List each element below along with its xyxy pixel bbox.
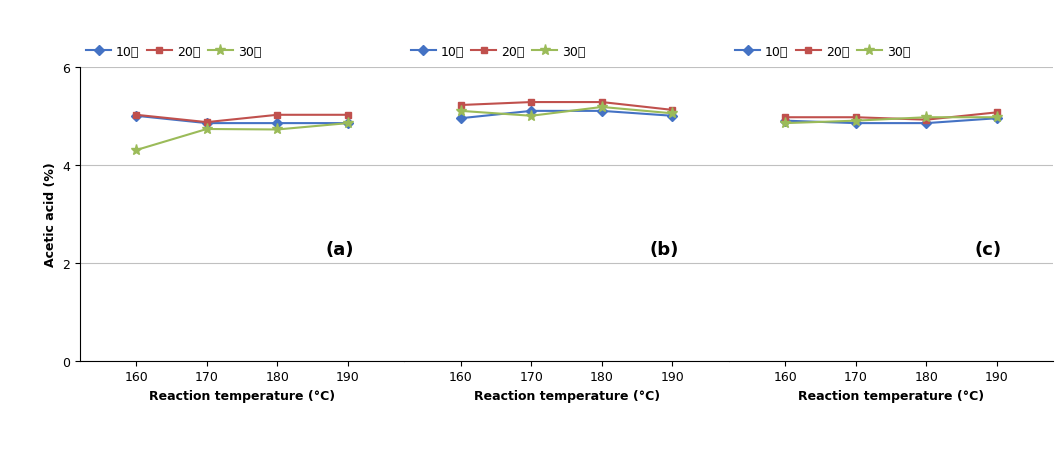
30분 bbox=[596, 105, 609, 110]
X-axis label: Reaction temperature (°C): Reaction temperature (°C) bbox=[798, 389, 984, 402]
10분 bbox=[342, 121, 354, 127]
20분 bbox=[596, 100, 609, 106]
Line: 20분: 20분 bbox=[133, 112, 351, 126]
10분 bbox=[596, 109, 609, 115]
30분 bbox=[849, 119, 862, 124]
20분 bbox=[920, 118, 933, 123]
10분 bbox=[779, 119, 792, 124]
10분 bbox=[991, 116, 1003, 122]
Line: 10분: 10분 bbox=[458, 108, 676, 122]
10분 bbox=[849, 121, 862, 127]
Line: 10분: 10분 bbox=[133, 113, 351, 127]
Text: (a): (a) bbox=[326, 240, 353, 258]
10분 bbox=[525, 109, 537, 115]
10분 bbox=[454, 116, 467, 122]
30분 bbox=[920, 115, 933, 121]
30분 bbox=[991, 115, 1003, 121]
Legend: 10분, 20분, 30분: 10분, 20분, 30분 bbox=[735, 46, 910, 59]
20분 bbox=[991, 110, 1003, 116]
10분 bbox=[200, 121, 213, 127]
Line: 30분: 30분 bbox=[131, 118, 353, 156]
20분 bbox=[130, 113, 143, 118]
Line: 30분: 30분 bbox=[780, 112, 1002, 129]
10분 bbox=[666, 114, 679, 119]
Line: 20분: 20분 bbox=[458, 99, 676, 114]
30분 bbox=[130, 148, 143, 153]
30분 bbox=[271, 128, 284, 133]
20분 bbox=[849, 115, 862, 121]
20분 bbox=[779, 115, 792, 121]
10분 bbox=[271, 121, 284, 127]
30분 bbox=[200, 127, 213, 133]
X-axis label: Reaction temperature (°C): Reaction temperature (°C) bbox=[149, 389, 335, 402]
30분 bbox=[666, 111, 679, 117]
20분 bbox=[271, 113, 284, 118]
Text: (b): (b) bbox=[649, 240, 679, 258]
Text: (c): (c) bbox=[975, 240, 1002, 258]
10분 bbox=[130, 114, 143, 119]
Line: 30분: 30분 bbox=[455, 102, 678, 122]
30분 bbox=[342, 121, 354, 127]
X-axis label: Reaction temperature (°C): Reaction temperature (°C) bbox=[473, 389, 660, 402]
Y-axis label: Acetic acid (%): Acetic acid (%) bbox=[44, 162, 56, 267]
Legend: 10분, 20분, 30분: 10분, 20분, 30분 bbox=[411, 46, 585, 59]
20분 bbox=[666, 108, 679, 113]
Line: 20분: 20분 bbox=[782, 110, 1000, 124]
20분 bbox=[200, 120, 213, 125]
30분 bbox=[525, 114, 537, 119]
30분 bbox=[454, 109, 467, 115]
Line: 10분: 10분 bbox=[782, 115, 1000, 127]
10분 bbox=[920, 121, 933, 127]
20분 bbox=[342, 113, 354, 118]
Legend: 10분, 20분, 30분: 10분, 20분, 30분 bbox=[86, 46, 261, 59]
20분 bbox=[454, 103, 467, 109]
30분 bbox=[779, 121, 792, 127]
20분 bbox=[525, 100, 537, 106]
